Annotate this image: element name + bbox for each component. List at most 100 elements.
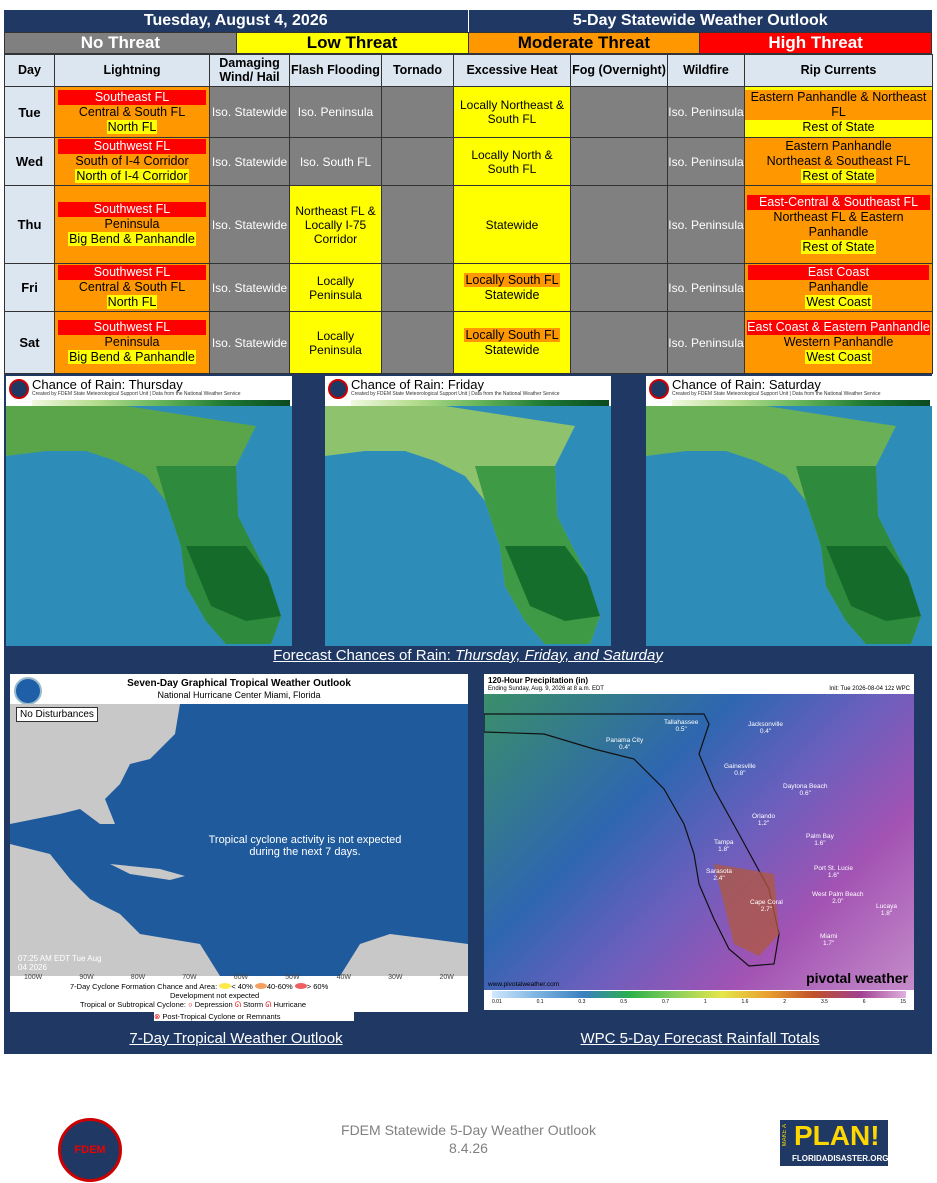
lightning-cell: Southwest FL Peninsula Big Bend & Panhan…: [54, 185, 210, 264]
make-a-plan-logo: MAKE A PLAN! FLORIDADISASTER.ORG: [780, 1120, 888, 1166]
heat-moderate: Locally South FL: [464, 272, 560, 287]
footer-date: 8.4.26: [449, 1140, 488, 1156]
heat-cell: Statewide: [453, 185, 571, 264]
col-fog: Fog (Overnight): [570, 54, 668, 87]
tropical-outlook-link[interactable]: 7-Day Tropical Weather Outlook: [129, 1030, 343, 1047]
city-label: Panama City 0.4": [606, 737, 644, 751]
tornado-cell: [381, 86, 454, 138]
day-cell: Thu: [4, 185, 55, 264]
rain-map-friday: Chance of Rain: Friday Created by FDEM S…: [325, 376, 611, 646]
table-row: Tue Southeast FL Central & South FL Nort…: [4, 86, 933, 138]
precip-scale-bar: [492, 991, 906, 998]
lightning-high: Southwest FL: [58, 202, 206, 217]
rain-map-credit: Created by FDEM State Meteorological Sup…: [351, 391, 560, 397]
fog-cell: [570, 311, 668, 374]
tornado-cell: [381, 185, 454, 264]
lightning-low: Big Bend & Panhandle: [68, 232, 196, 246]
wpc-title: 120-Hour Precipitation (in): [488, 676, 589, 685]
city-label: Palm Bay 1.6": [806, 833, 834, 847]
rip-cell: East Coast & Eastern Panhandle Western P…: [744, 311, 933, 374]
lightning-cell: Southwest FL South of I-4 Corridor North…: [54, 137, 210, 186]
precip-map: pivotal weather www.pivotalweather.com: [484, 694, 914, 990]
heat-cell: Locally North & South FL: [453, 137, 571, 186]
fdem-seal-icon: FDEM: [58, 1118, 122, 1182]
heat-moderate: Locally South FL: [464, 327, 560, 342]
table-row: Sat Southwest FL Peninsula Big Bend & Pa…: [4, 311, 933, 374]
wind-cell: Iso. Statewide: [209, 185, 290, 264]
pivotal-site: www.pivotalweather.com: [488, 981, 560, 988]
lightning-cell: Southeast FL Central & South FL North FL: [54, 86, 210, 138]
lightning-cell: Southwest FL Central & South FL North FL: [54, 263, 210, 312]
city-label: Port St. Lucie 1.6": [814, 865, 854, 879]
table-row: Wed Southwest FL South of I-4 Corridor N…: [4, 137, 933, 186]
rain-map-saturday: Chance of Rain: Saturday Created by FDEM…: [646, 376, 932, 646]
heat-cell: Locally South FL Statewide: [453, 263, 571, 312]
heat-low: Statewide: [484, 342, 540, 357]
city-label: Cape Coral 2.7": [750, 899, 783, 913]
col-day: Day: [4, 54, 55, 87]
fog-cell: [570, 185, 668, 264]
col-excessive-heat: Excessive Heat: [453, 54, 571, 87]
rain-map-title: Chance of Rain: Saturday: [672, 377, 821, 392]
legend-moderate-threat: Moderate Threat: [468, 33, 701, 53]
threat-legend: No Threat Low Threat Moderate Threat Hig…: [4, 32, 932, 54]
rain-maps-caption[interactable]: Forecast Chances of Rain: Thursday, Frid…: [273, 647, 663, 664]
city-label: Lucaya 1.8": [876, 903, 897, 917]
rain-scale-bar: [351, 400, 609, 406]
rip-moderate: Western Panhandle: [783, 335, 894, 349]
city-label: Tallahassee 0.5": [664, 719, 699, 733]
lightning-moderate: Central & South FL: [78, 280, 186, 294]
fog-cell: [570, 263, 668, 312]
florida-map-icon: [6, 406, 281, 644]
threat-table: Day Lightning Damaging Wind/ Hail Flash …: [4, 54, 933, 374]
col-wind-hail: Damaging Wind/ Hail: [209, 54, 290, 87]
post-tropical-legend: ⊗ Post-Tropical Cyclone or Remnants: [154, 1012, 354, 1021]
rip-moderate: Eastern Panhandle & Northeast FL: [745, 89, 932, 120]
rip-low: Rest of State: [802, 119, 875, 134]
header-bar: Tuesday, August 4, 2026 5-Day Statewide …: [4, 10, 932, 32]
lightning-high: Southwest FL: [58, 265, 206, 280]
heat-cell: Locally Northeast & South FL: [453, 86, 571, 138]
rip-cell: Eastern Panhandle Northeast & Southeast …: [744, 137, 933, 186]
no-disturbances-box: No Disturbances: [16, 707, 98, 722]
formation-legend: 7-Day Cyclone Formation Chance and Area:…: [70, 982, 329, 991]
rip-low: West Coast: [805, 350, 872, 364]
rip-high: East Coast: [748, 265, 929, 280]
tornado-cell: [381, 263, 454, 312]
florida-map-icon: [325, 406, 600, 644]
dev-not-expected: Development not expected: [170, 991, 260, 1000]
rip-high: East-Central & Southeast FL: [747, 194, 930, 210]
legend-high-threat: High Threat: [700, 33, 931, 53]
city-label: Miami 1.7": [820, 933, 838, 947]
rain-map-credit: Created by FDEM State Meteorological Sup…: [32, 391, 241, 397]
tropical-outlook-panel: Seven-Day Graphical Tropical Weather Out…: [10, 674, 468, 1012]
precip-city-labels: Tallahassee 0.5" Jacksonville 0.4" Panama …: [488, 713, 918, 1009]
tornado-cell: [381, 311, 454, 374]
city-label: West Palm Beach 2.0": [812, 891, 864, 905]
table-row: Thu Southwest FL Peninsula Big Bend & Pa…: [4, 185, 933, 264]
wpc-rainfall-link[interactable]: WPC 5-Day Forecast Rainfall Totals: [580, 1030, 820, 1047]
rip-low: West Coast: [805, 295, 872, 309]
pivotal-brand: pivotal weather: [806, 970, 908, 986]
col-flash-flooding: Flash Flooding: [289, 54, 382, 87]
col-tornado: Tornado: [381, 54, 454, 87]
lightning-moderate: Peninsula: [104, 217, 160, 231]
lightning-high: Southeast FL: [58, 89, 206, 105]
wildfire-cell: Iso. Peninsula: [667, 185, 745, 264]
rip-cell: Eastern Panhandle & Northeast FL Rest of…: [744, 86, 933, 138]
wind-cell: Iso. Statewide: [209, 311, 290, 374]
header-date: Tuesday, August 4, 2026: [4, 10, 469, 32]
header-title: 5-Day Statewide Weather Outlook: [572, 12, 828, 29]
legend-no-threat: No Threat: [5, 33, 237, 53]
florida-outline-icon: [484, 713, 780, 967]
rain-map-thursday: Chance of Rain: Thursday Created by FDEM…: [6, 376, 292, 646]
col-lightning: Lightning: [54, 54, 210, 87]
wildfire-cell: Iso. Peninsula: [667, 86, 745, 138]
rain-maps-section: Chance of Rain: Thursday Created by FDEM…: [4, 374, 932, 668]
fdem-logo-icon: [9, 379, 29, 399]
fdem-logo-icon: [328, 379, 348, 399]
wildfire-cell: Iso. Peninsula: [667, 137, 745, 186]
rip-moderate: Northeast & Southeast FL: [766, 154, 911, 168]
wildfire-cell: Iso. Peninsula: [667, 311, 745, 374]
tornado-cell: [381, 137, 454, 186]
